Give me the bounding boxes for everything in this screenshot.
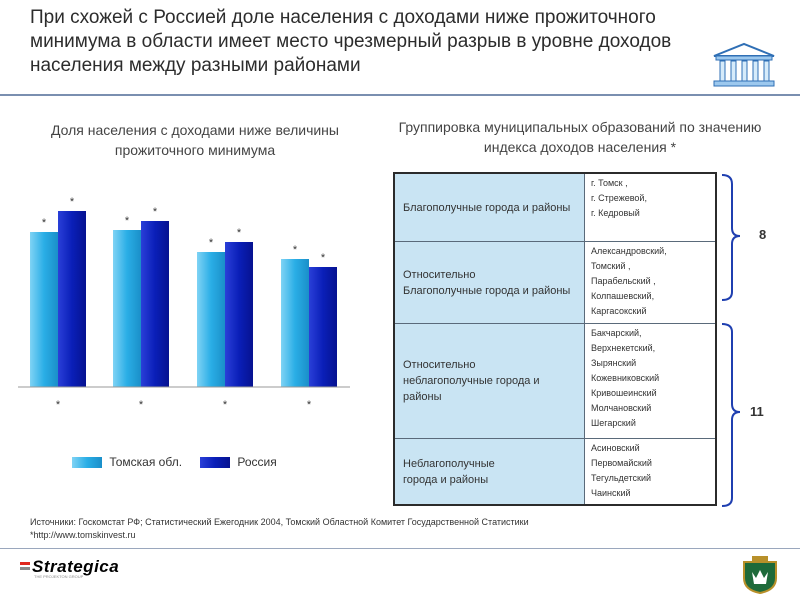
svg-text:Strategica: Strategica [32,559,119,576]
bar-tomsk [281,259,309,387]
x-tick-label: * [56,399,61,411]
list-item: Шегарский [591,418,636,428]
bar-chart: * * * * * * * * * * * * [18,196,350,411]
bar-tomsk [30,232,58,387]
group-category: Благополучные города и районы [395,174,585,241]
group-municipalities: Бакчарский, Верхнекетский, Зырянский Кож… [585,324,715,438]
group-municipalities: Александровский, Томский , Парабельский … [585,242,715,323]
x-tick-label: * [307,399,312,411]
bar-marker: * [209,237,214,249]
legend-label-russia: Россия [237,455,277,469]
group-municipalities: г. Томск , г. Стрежевой, г. Кедровый [585,174,715,241]
list-item: Бакчарский, [591,328,642,338]
list-item: г. Кедровый [591,208,640,218]
list-item: Чаинский [591,488,631,498]
table-row: Относительно Благополучные города и райо… [395,242,715,324]
group-count-bottom: 11 [750,404,764,419]
list-item: Кривошеинский [591,388,657,398]
group-municipalities: Асиновский Первомайский Тегульдетский Ча… [585,439,715,504]
brace-bottom [721,323,741,507]
group-category: Относительно Благополучные города и райо… [395,242,585,323]
group-category: Неблагополучные города и районы [395,439,585,504]
bar-russia [58,211,86,387]
x-tick-label: * [139,399,144,411]
regional-emblem-icon [743,556,777,594]
legend-item-russia: Россия [200,455,277,469]
strategica-logo: Strategica THE PROJEKTON GROUP [20,559,119,579]
page-title: При схожей с Россией доле населения с до… [30,7,672,76]
list-item: Зырянский [591,358,637,368]
list-item: Колпашевский, [591,291,655,301]
sources-note: Источники: Госкомстат РФ; Статистический… [30,516,529,542]
bar-marker: * [153,206,158,218]
brace-top [721,174,741,301]
list-item: Кожевниковский [591,373,660,383]
bar-marker: * [293,244,298,256]
list-item: Молчановский [591,403,652,413]
table-row: Неблагополучные города и районы Асиновск… [395,439,715,504]
list-item: Тегульдетский [591,473,651,483]
list-item: Каргасокский [591,306,647,316]
bar-marker: * [42,217,47,229]
x-tick-label: * [223,399,228,411]
group-count-top: 8 [759,227,767,242]
sources-text: Источники: Госкомстат РФ; Статистический… [30,517,529,527]
list-item: Асиновский [591,443,640,453]
bar-marker: * [125,215,130,227]
list-item: Александровский, [591,246,667,256]
chart-title: Доля населения с доходами ниже величины … [51,122,339,158]
legend-item-tomsk: Томская обл. [72,455,182,469]
legend-swatch-russia [200,457,230,469]
list-item: Верхнекетский, [591,343,656,353]
table-title: Группировка муниципальных образований по… [398,119,762,155]
table-row: Относительно неблагополучные города и ра… [395,324,715,439]
header-divider [0,94,800,96]
bar-russia [309,267,337,387]
grouping-table: Благополучные города и районы г. Томск ,… [393,172,717,506]
list-item: Парабельский , [591,276,656,286]
bar-marker: * [321,252,326,264]
group-braces [721,174,741,507]
bar-tomsk [197,252,225,387]
svg-text:THE PROJEKTON GROUP: THE PROJEKTON GROUP [34,574,84,579]
legend-label-tomsk: Томская обл. [109,455,183,469]
bar-russia [225,242,253,387]
table-row: Благополучные города и районы г. Томск ,… [395,174,715,242]
list-item: г. Стрежевой, [591,193,647,203]
list-item: Томский , [591,261,631,271]
bar-marker: * [237,227,242,239]
footnote-link: *http://www.tomskinvest.ru [30,530,136,540]
bar-russia [141,221,169,387]
list-item: г. Томск , [591,178,628,188]
bar-tomsk [113,230,141,387]
bar-marker: * [70,196,75,208]
footer-divider [0,548,800,549]
building-icon [713,42,775,87]
legend-swatch-tomsk [72,457,102,469]
group-category: Относительно неблагополучные города и ра… [395,324,585,438]
list-item: Первомайский [591,458,652,468]
